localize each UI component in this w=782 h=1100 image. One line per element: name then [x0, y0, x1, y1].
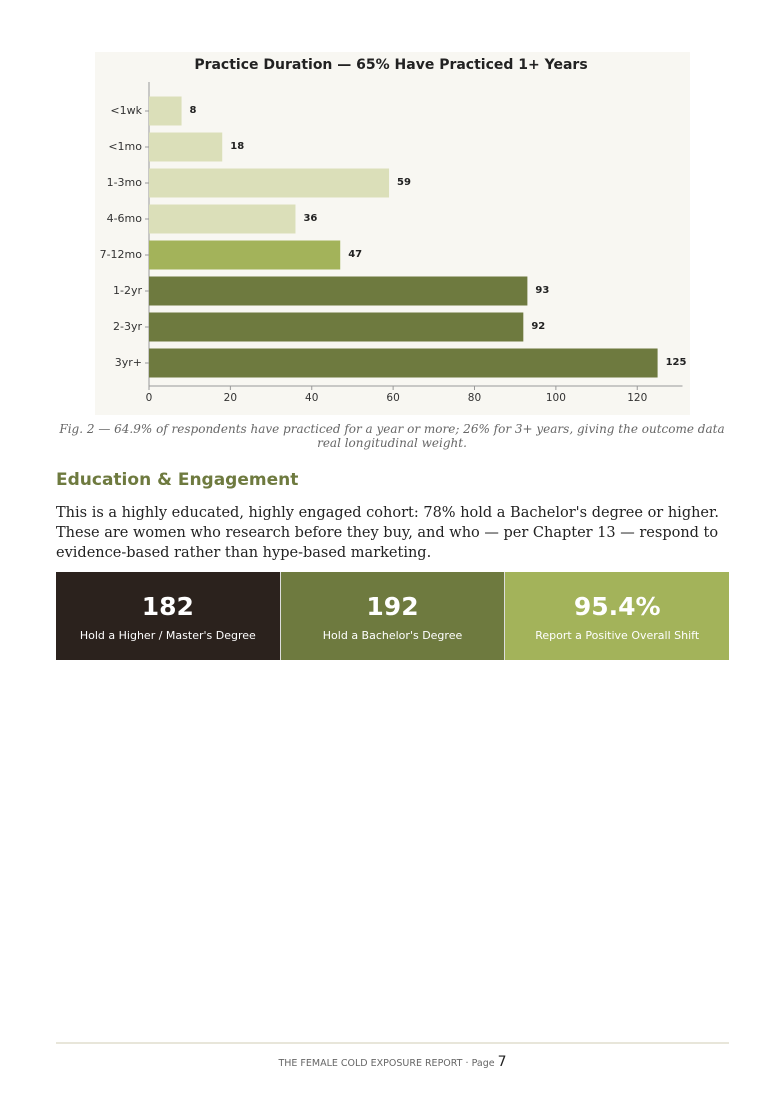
stat-label: Report a Positive Overall Shift — [535, 629, 700, 642]
section-heading: Education & Engagement — [56, 470, 299, 490]
chart: Practice Duration — 65% Have Practiced 1… — [95, 52, 690, 415]
bar — [149, 132, 223, 162]
value-label: 92 — [531, 321, 545, 332]
stat-value: 95.4% — [573, 592, 661, 621]
bar — [149, 312, 524, 342]
bar — [149, 96, 182, 126]
value-label: 93 — [535, 285, 549, 296]
x-tick-label: 120 — [627, 392, 647, 404]
footer-separator: · — [465, 1058, 469, 1069]
value-label: 8 — [190, 105, 197, 116]
stat-box: 182 Hold a Higher / Master's Degree — [56, 572, 281, 660]
y-tick-label: 7-12mo — [100, 248, 143, 261]
stat-value: 182 — [141, 592, 194, 621]
x-tick-label: 80 — [468, 392, 481, 404]
body-text: This is a highly educated, highly engage… — [56, 505, 719, 561]
y-tick-label: 1-2yr — [113, 284, 142, 297]
value-label: 18 — [230, 141, 244, 152]
footer-page-number: 7 — [497, 1054, 507, 1070]
y-tick-label: <1wk — [110, 104, 142, 117]
footer-title: THE FEMALE COLD EXPOSURE REPORT — [278, 1058, 463, 1069]
x-tick-label: 0 — [146, 392, 153, 404]
y-tick-label: <1mo — [108, 140, 142, 153]
value-label: 59 — [397, 177, 411, 188]
x-tick-label: 100 — [546, 392, 566, 404]
stat-box: 95.4% Report a Positive Overall Shift — [505, 572, 730, 660]
stat-value: 192 — [366, 592, 419, 621]
value-label: 47 — [348, 249, 362, 260]
bar — [149, 348, 658, 378]
x-tick-label: 60 — [386, 392, 399, 404]
y-tick-label: 2-3yr — [113, 320, 142, 333]
stat-box: 192 Hold a Bachelor's Degree — [280, 572, 506, 660]
footer: THE FEMALE COLD EXPOSURE REPORT · Page 7 — [56, 1042, 729, 1070]
bar — [149, 276, 528, 306]
stat-label: Hold a Bachelor's Degree — [322, 629, 463, 642]
x-tick-label: 20 — [224, 392, 237, 404]
stat-row: 182 Hold a Higher / Master's Degree 192 Hol… — [56, 572, 730, 660]
stat-label: Hold a Higher / Master's Degree — [79, 629, 256, 642]
bar — [149, 168, 390, 198]
y-tick-label: 3yr+ — [115, 356, 142, 369]
value-label: 125 — [666, 357, 687, 368]
x-tick-label: 40 — [305, 392, 318, 404]
footer-page-label: Page — [471, 1058, 495, 1069]
bar — [149, 204, 296, 234]
y-tick-label: 4-6mo — [107, 212, 143, 225]
value-label: 36 — [303, 213, 317, 224]
figure-caption: Fig. 2 — 64.9% of respondents have pract… — [59, 422, 725, 450]
bar — [149, 240, 341, 270]
chart-title: Practice Duration — 65% Have Practiced 1… — [194, 57, 587, 73]
y-tick-label: 1-3mo — [107, 176, 143, 189]
